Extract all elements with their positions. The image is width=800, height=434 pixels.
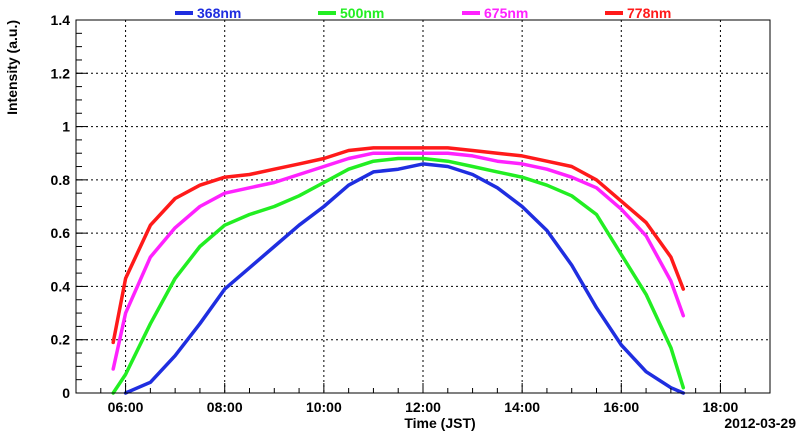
y-tick-label: 0.2 <box>51 332 71 348</box>
series-line-368nm <box>123 162 686 395</box>
x-tick-label: 12:00 <box>405 399 441 415</box>
legend-label: 500nm <box>340 5 384 21</box>
y-axis-title: Intensity (a.u.) <box>4 20 20 115</box>
legend: 368nm 500nm 675nm 778nm <box>175 5 671 21</box>
y-tick-label: 0 <box>62 385 70 401</box>
y-tick-label: 0.6 <box>51 225 71 241</box>
y-tick-label: 1.2 <box>51 65 71 81</box>
x-tick-label: 06:00 <box>108 399 144 415</box>
legend-label: 675nm <box>484 5 528 21</box>
date-label: 2012-03-29 <box>724 415 796 431</box>
series-line-675nm <box>111 151 686 371</box>
y-tick-label: 0.4 <box>51 278 71 294</box>
legend-label: 778nm <box>627 5 671 21</box>
axis-ticks: 06:00 08:00 10:00 12:00 14:00 16:00 18:00 0 0.2 0… <box>51 12 771 415</box>
x-tick-label: 18:00 <box>703 399 739 415</box>
series-line-500nm <box>111 156 686 395</box>
x-tick-label: 16:00 <box>603 399 639 415</box>
series-line-778nm <box>111 146 686 345</box>
x-tick-label: 14:00 <box>504 399 540 415</box>
x-tick-label: 10:00 <box>306 399 342 415</box>
y-tick-label: 1 <box>62 119 70 135</box>
grid <box>76 20 770 393</box>
x-axis-title: Time (JST) <box>404 415 475 431</box>
y-tick-label: 1.4 <box>51 12 71 28</box>
x-tick-label: 08:00 <box>207 399 243 415</box>
series-lines <box>111 146 686 395</box>
y-tick-label: 0.8 <box>51 172 71 188</box>
legend-label: 368nm <box>197 5 241 21</box>
